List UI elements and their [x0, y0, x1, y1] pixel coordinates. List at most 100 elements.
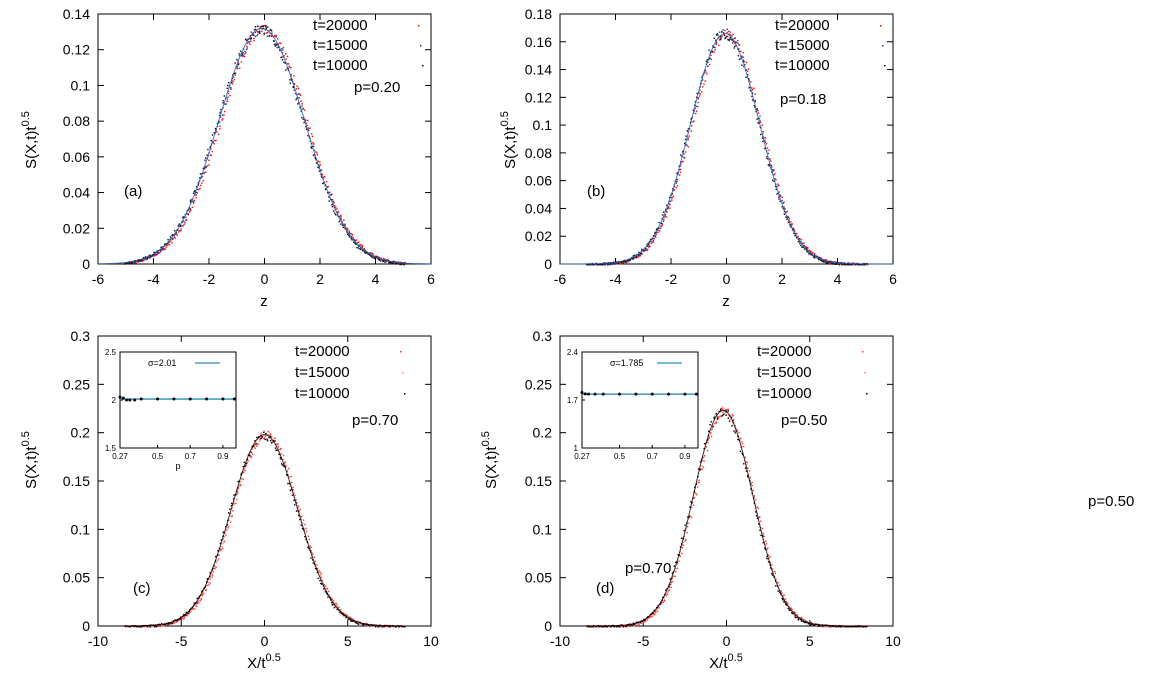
data-point	[287, 482, 289, 485]
data-point	[173, 234, 176, 237]
data-point	[275, 34, 278, 37]
data-point	[647, 242, 649, 244]
data-point	[312, 562, 315, 564]
data-point	[315, 162, 318, 164]
data-point	[649, 238, 652, 241]
data-point	[671, 580, 674, 583]
data-point	[319, 164, 322, 166]
y-tick-label: 0.06	[525, 173, 552, 189]
data-point	[164, 624, 166, 627]
data-point	[759, 115, 761, 117]
x-tick-label: 0	[723, 633, 731, 649]
data-point	[647, 617, 650, 620]
data-point	[139, 626, 141, 628]
data-point	[382, 257, 385, 260]
legend-marker	[882, 45, 884, 47]
data-point	[365, 252, 367, 254]
data-point	[609, 264, 612, 266]
data-point	[288, 66, 291, 68]
data-point	[699, 95, 701, 97]
data-point	[379, 259, 381, 261]
data-point	[646, 618, 648, 621]
data-point	[205, 166, 207, 169]
data-point	[395, 626, 398, 628]
data-point	[810, 621, 812, 623]
data-point	[785, 600, 788, 603]
data-point	[588, 626, 590, 628]
data-point	[259, 32, 261, 34]
data-point	[733, 430, 735, 432]
data-point	[825, 626, 827, 628]
data-point	[771, 572, 773, 575]
data-point	[254, 28, 257, 30]
data-point	[205, 157, 207, 159]
data-point	[265, 32, 268, 34]
data-point	[274, 437, 276, 440]
data-point	[750, 488, 752, 490]
data-point	[787, 602, 789, 604]
data-point	[209, 571, 211, 574]
data-point	[232, 76, 235, 78]
data-point	[326, 192, 329, 194]
data-point	[667, 206, 669, 208]
data-point	[682, 151, 684, 153]
data-point	[720, 37, 722, 39]
data-point	[222, 547, 224, 550]
data-point	[687, 139, 689, 141]
data-point	[774, 173, 776, 175]
data-point	[333, 201, 335, 204]
data-point	[710, 435, 713, 438]
data-point	[213, 132, 215, 134]
y-tick-label: 0	[82, 256, 90, 272]
data-point	[288, 483, 291, 485]
x-tick-label: 4	[834, 271, 842, 287]
inset-data-point	[121, 396, 125, 400]
data-point	[783, 594, 785, 596]
y-tick-label: 0.04	[63, 185, 90, 201]
data-point	[834, 626, 837, 628]
data-point	[268, 431, 270, 434]
data-point	[668, 202, 670, 205]
data-point	[745, 461, 747, 463]
data-point	[227, 81, 230, 84]
data-point	[791, 608, 793, 611]
data-point	[273, 43, 276, 46]
data-point	[189, 207, 191, 210]
data-point	[715, 422, 717, 424]
data-point	[310, 546, 312, 549]
data-point	[641, 248, 643, 250]
data-point	[341, 224, 344, 226]
data-point	[349, 232, 351, 235]
data-point	[631, 258, 633, 260]
data-point	[350, 617, 353, 620]
data-point	[302, 522, 304, 524]
x-tick-label: 0	[261, 633, 269, 649]
data-point	[803, 619, 805, 621]
data-point	[268, 436, 270, 439]
data-point	[236, 493, 238, 496]
data-point	[304, 529, 306, 532]
data-point	[304, 118, 306, 121]
data-point	[776, 193, 778, 195]
data-point	[832, 262, 834, 264]
data-point	[723, 410, 725, 412]
data-point	[800, 616, 802, 619]
data-point	[824, 259, 826, 261]
data-point	[768, 165, 771, 167]
data-point	[267, 430, 269, 433]
data-point	[635, 256, 637, 258]
data-point	[786, 218, 788, 220]
data-point	[384, 258, 386, 260]
data-point	[630, 624, 632, 627]
data-point	[842, 263, 844, 265]
data-point	[748, 78, 750, 81]
data-point	[621, 626, 623, 628]
data-point	[308, 547, 310, 550]
data-point	[348, 230, 350, 232]
data-point	[310, 133, 313, 135]
data-point	[358, 244, 361, 246]
data-point	[154, 625, 157, 627]
data-point	[591, 264, 593, 266]
data-point	[613, 626, 615, 628]
data-point	[364, 252, 366, 254]
